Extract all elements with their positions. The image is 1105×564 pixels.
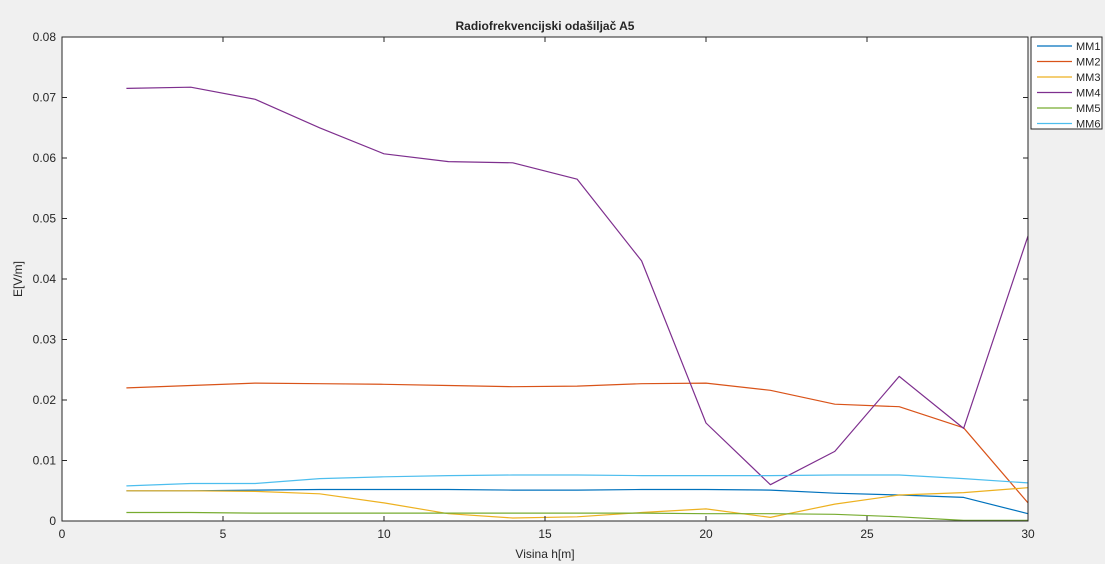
legend-box bbox=[1030, 36, 1103, 130]
x-tick-label: 15 bbox=[538, 527, 552, 541]
x-tick-label: 20 bbox=[699, 527, 713, 541]
series-line-mm5 bbox=[126, 511, 1028, 522]
y-tick-label: 0.05 bbox=[33, 212, 57, 226]
y-tick-label: 0.08 bbox=[33, 30, 57, 44]
y-tick-label: 0.06 bbox=[33, 151, 57, 165]
legend-label-mm4: MM4 bbox=[1076, 88, 1100, 100]
series-line-mm6 bbox=[126, 474, 1029, 487]
series-layer bbox=[126, 86, 1029, 522]
axes-layer: 0 5 10 15 20 25 30 0 0.01 0.02 0.03 0.04 0.05 0.06 0.0… bbox=[33, 30, 1035, 541]
x-tick-label: 0 bbox=[59, 527, 66, 541]
y-axis-label: E[V/m] bbox=[11, 261, 25, 297]
legend-label-mm5: MM5 bbox=[1076, 103, 1100, 115]
x-tick-label: 5 bbox=[220, 527, 227, 541]
x-tick-label: 25 bbox=[860, 527, 874, 541]
y-tick-label: 0.03 bbox=[33, 333, 57, 347]
legend[interactable]: MM1 MM2 MM3 MM4 MM5 MM6 bbox=[1030, 36, 1103, 131]
y-tick-label: 0 bbox=[49, 514, 56, 528]
x-tick-label: 30 bbox=[1021, 527, 1035, 541]
series-line-mm1 bbox=[126, 488, 1029, 515]
y-tick-label: 0.02 bbox=[33, 393, 57, 407]
x-axis-label: Visina h[m] bbox=[515, 547, 574, 561]
legend-label-mm1: MM1 bbox=[1076, 41, 1100, 53]
plot-frame bbox=[61, 36, 1029, 522]
y-tick-label: 0.01 bbox=[33, 454, 57, 468]
series-line-mm2 bbox=[126, 382, 1029, 504]
y-tick-label: 0.04 bbox=[33, 272, 57, 286]
chart-title: Radiofrekvencijski odašiljač A5 bbox=[456, 19, 635, 33]
legend-label-mm6: MM6 bbox=[1076, 119, 1100, 131]
series-line-mm4 bbox=[126, 86, 1029, 486]
plot-area bbox=[62, 37, 1028, 521]
legend-label-mm2: MM2 bbox=[1076, 57, 1100, 69]
x-tick-label: 10 bbox=[377, 527, 391, 541]
legend-label-mm3: MM3 bbox=[1076, 72, 1100, 84]
y-tick-label: 0.07 bbox=[33, 91, 57, 105]
series-line-mm3 bbox=[126, 487, 1029, 519]
